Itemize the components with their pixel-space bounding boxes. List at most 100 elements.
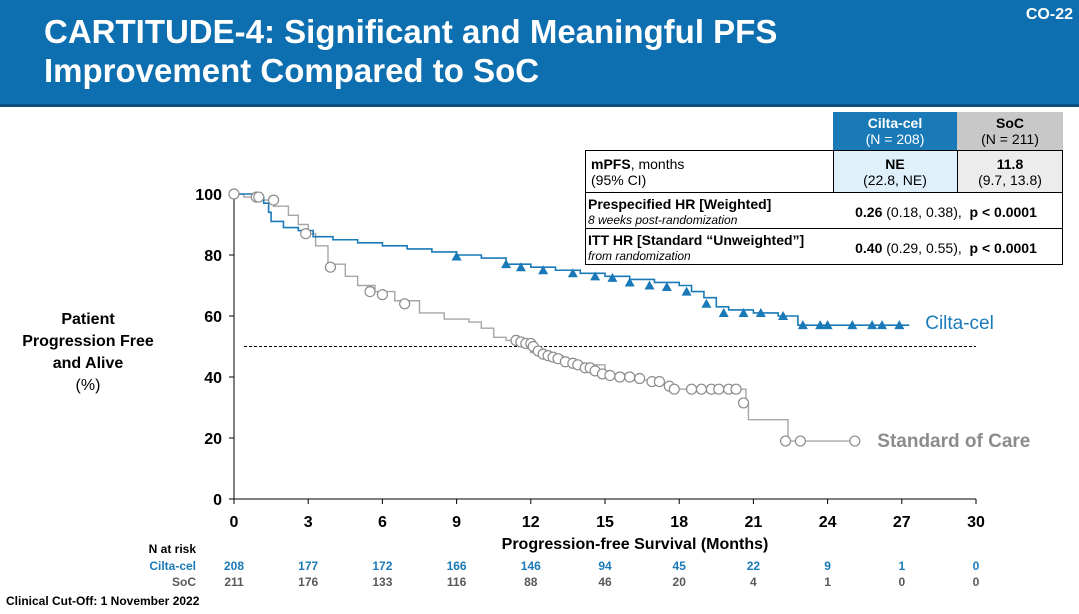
- soc-censor-mark: [730, 383, 742, 395]
- page-title: CARTITUDE-4: Significant and Meaningful …: [44, 12, 1004, 90]
- soc-censor-mark: [634, 372, 646, 385]
- risk-soc-value: 0: [973, 575, 980, 589]
- hr2-label: ITT HR [Standard “Unweighted”] from rand…: [588, 232, 804, 264]
- risk-cilta-value: 22: [747, 559, 761, 573]
- cilta-censor-mark: [515, 262, 526, 272]
- cilta-censor-mark: [624, 277, 635, 287]
- soc-censor-mark: [614, 371, 626, 383]
- title-line-1: CARTITUDE-4: Significant and Meaningful …: [44, 13, 778, 50]
- soc-censor-mark: [779, 435, 792, 447]
- hr1-p: p < 0.0001: [969, 204, 1037, 220]
- table-line: [833, 150, 834, 192]
- soc-censor-mark: [653, 375, 666, 388]
- risk-soc-value: 4: [750, 575, 757, 589]
- y-tick-label: 20: [204, 431, 222, 448]
- cilta-censor-mark: [797, 320, 808, 330]
- header-bar: [0, 0, 1079, 104]
- risk-cilta-label: Cilta-cel: [149, 559, 196, 573]
- soc-censor-mark: [364, 286, 376, 298]
- y-axis-title-line-3: and Alive: [52, 355, 124, 372]
- cilta-censor-mark: [738, 307, 749, 317]
- x-tick-label: 21: [745, 514, 763, 531]
- cilta-censor-mark: [451, 251, 462, 261]
- cilta-censor-mark: [894, 320, 905, 330]
- stats-table: Cilta-cel (N = 208) SoC (N = 211) mPFS, …: [585, 112, 1063, 265]
- y-tick-label: 40: [204, 370, 222, 387]
- soc-censor-mark: [668, 383, 680, 395]
- cilta-header-bg: [833, 112, 957, 150]
- x-axis-title: Progression-free Survival (Months): [502, 536, 769, 553]
- risk-cilta-value: 0: [973, 559, 980, 573]
- hr1-ci: (0.18, 0.38),: [882, 204, 962, 220]
- chart-labels: Cilta-cel Standard of Care N at risk Cilta-…: [149, 313, 1031, 589]
- header-divider: [0, 104, 1079, 107]
- hr1-value-cell: 0.26 (0.18, 0.38), p < 0.0001: [833, 204, 1059, 220]
- risk-cilta-value: 172: [372, 559, 392, 573]
- x-tick-label: 15: [596, 514, 614, 531]
- cilta-censor-mark: [822, 320, 833, 330]
- cilta-censor-mark: [778, 311, 789, 320]
- soc-censor-mark: [228, 188, 240, 200]
- soc-header: SoC (N = 211): [957, 115, 1063, 147]
- risk-cilta-value: 208: [224, 559, 244, 573]
- risk-soc-value: 133: [372, 575, 392, 589]
- risk-soc-value: 88: [524, 575, 538, 589]
- risk-soc-value: 116: [447, 575, 467, 589]
- cilta-mpfs-ci: (22.8, NE): [863, 172, 927, 188]
- risk-table-title: N at risk: [149, 542, 197, 556]
- soc-censor-mark: [624, 371, 636, 383]
- y-axis-title: Patient Progression Free and Alive (%): [18, 309, 158, 397]
- hr1-label: Prespecified HR [Weighted] 8 weeks post-…: [588, 196, 771, 228]
- soc-header-bg: [957, 112, 1063, 150]
- hr2-value-cell: 0.40 (0.29, 0.55), p < 0.0001: [833, 240, 1059, 256]
- risk-cilta-value: 94: [598, 559, 612, 573]
- x-tick-label: 24: [819, 514, 837, 531]
- x-tick-label: 0: [230, 514, 239, 531]
- soc-mpfs-ci: (9.7, 13.8): [978, 172, 1042, 188]
- cilta-mpfs: NE (22.8, NE): [833, 156, 957, 188]
- cilta-censor-mark: [815, 320, 826, 330]
- cilta-censor-mark: [755, 307, 766, 317]
- cilta-censor-mark: [644, 280, 655, 290]
- hr1-title: Prespecified HR [Weighted]: [588, 196, 772, 212]
- risk-soc-label: SoC: [172, 575, 196, 589]
- soc-censor-mark: [267, 194, 280, 206]
- hr2-value: 0.40: [855, 240, 883, 256]
- soc-censor-mark: [399, 298, 411, 310]
- cilta-censor-mark: [567, 268, 578, 278]
- table-line: [585, 228, 1063, 229]
- risk-soc-value: 1: [824, 575, 831, 589]
- mpfs-unit: , months: [630, 156, 685, 172]
- cilta-cel-curve: [234, 193, 910, 326]
- soc-curve: [234, 193, 858, 442]
- table-line: [585, 150, 1063, 151]
- clinical-cutoff: Clinical Cut-Off: 1 November 2022: [6, 594, 200, 608]
- y-axis-title-line-2: Progression Free: [22, 333, 154, 350]
- risk-cilta-value: 45: [673, 559, 687, 573]
- soc-censor-mark: [604, 369, 616, 382]
- hr2-subtitle: from randomization: [588, 249, 691, 263]
- cilta-censor-mark: [867, 320, 878, 330]
- table-line: [585, 264, 1063, 265]
- y-axis-title-line-1: Patient: [61, 311, 115, 328]
- ci-label: (95% CI): [591, 172, 647, 188]
- cilta-censor-mark: [701, 298, 712, 308]
- axes: 0 20 40 60 80 100 0 3 6 9 12 15 18 21 24 27 30 Progressio…: [195, 187, 985, 553]
- x-tick-label: 27: [893, 514, 911, 531]
- risk-soc-value: 46: [598, 575, 612, 589]
- hr2-ci: (0.29, 0.55),: [882, 240, 962, 256]
- curves: [234, 193, 910, 442]
- hr2-p: p < 0.0001: [969, 240, 1037, 256]
- y-axis-title-unit: (%): [75, 377, 101, 394]
- table-line: [1062, 150, 1063, 264]
- soc-censor-mark: [794, 435, 806, 447]
- soc-censor-mark: [300, 228, 312, 240]
- risk-cilta-value: 1: [898, 559, 905, 573]
- cilta-censor-mark: [681, 286, 692, 296]
- cilta-censor-mark: [501, 259, 512, 269]
- cilta-censor-mark: [661, 282, 672, 292]
- y-tick-label: 80: [204, 248, 222, 265]
- cilta-header-label: Cilta-cel: [867, 115, 923, 131]
- risk-cilta-value: 146: [521, 559, 541, 573]
